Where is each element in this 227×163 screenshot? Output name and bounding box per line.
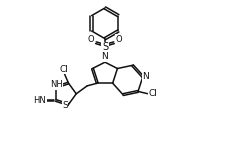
Text: N: N (101, 52, 108, 61)
Text: Cl: Cl (147, 89, 156, 98)
Text: N: N (142, 72, 149, 81)
Text: O: O (87, 35, 94, 44)
Text: O: O (115, 35, 122, 44)
Text: HN: HN (33, 96, 46, 105)
Text: NH: NH (50, 80, 63, 89)
Text: S: S (101, 42, 108, 52)
Text: S: S (62, 101, 68, 110)
Text: Cl: Cl (60, 65, 69, 74)
